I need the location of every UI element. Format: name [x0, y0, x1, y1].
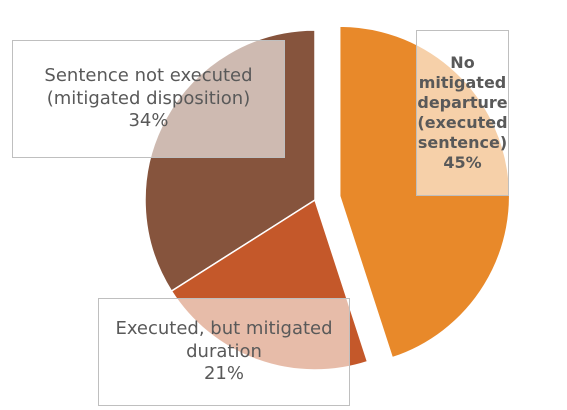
- slice-label: Sentence not executed (mitigated disposi…: [12, 40, 285, 158]
- slice-percent: 21%: [203, 363, 244, 385]
- slice-percent: 34%: [128, 110, 169, 132]
- slice-percent: 45%: [443, 153, 482, 172]
- slice-label: No mitigated departure (executed sentenc…: [416, 30, 509, 196]
- slice-name: Sentence not executed (mitigated disposi…: [44, 65, 253, 109]
- slice-label: Executed, but mitigated duration 21%: [98, 298, 350, 406]
- slice-name: No mitigated departure (executed sentenc…: [417, 53, 508, 152]
- slice-name: Executed, but mitigated duration: [115, 318, 333, 362]
